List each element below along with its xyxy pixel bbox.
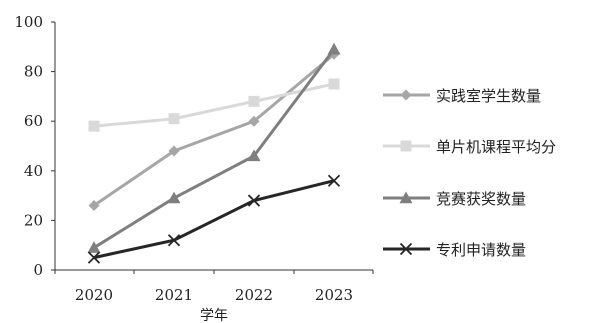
series-line bbox=[93, 53, 335, 207]
y-tick-label: 80 bbox=[24, 63, 43, 81]
legend-marker bbox=[399, 191, 413, 204]
data-point bbox=[87, 251, 101, 264]
data-point bbox=[88, 200, 100, 212]
data-point bbox=[248, 115, 260, 127]
y-tick-label: 60 bbox=[24, 112, 43, 130]
x-axis-title: 学年 bbox=[200, 308, 228, 323]
data-point bbox=[327, 174, 341, 187]
data-point bbox=[327, 42, 341, 55]
series-3 bbox=[87, 42, 341, 253]
legend-marker bbox=[400, 89, 412, 101]
series-line bbox=[93, 179, 335, 260]
data-point bbox=[168, 145, 180, 157]
x-tick-label: 2021 bbox=[155, 286, 193, 304]
series-line bbox=[93, 82, 335, 128]
legend-item: 单片机课程平均分 bbox=[383, 138, 556, 156]
data-point bbox=[88, 120, 100, 132]
legend-item: 竞赛获奖数量 bbox=[383, 190, 526, 208]
x-tick-label: 2020 bbox=[75, 286, 113, 304]
y-tick-label: 100 bbox=[14, 13, 43, 31]
y-tick-label: 0 bbox=[33, 261, 43, 279]
legend-marker bbox=[399, 242, 413, 256]
data-point bbox=[167, 191, 181, 204]
data-point bbox=[248, 95, 260, 107]
x-tick-label: 2023 bbox=[315, 286, 353, 304]
y-tick-label: 20 bbox=[24, 211, 43, 229]
data-point bbox=[167, 234, 181, 247]
series-line bbox=[93, 48, 336, 249]
data-point bbox=[87, 241, 101, 253]
data-point bbox=[168, 113, 180, 125]
legend-label: 专利申请数量 bbox=[436, 241, 526, 259]
series-2 bbox=[88, 78, 340, 132]
legend-item: 实践室学生数量 bbox=[383, 87, 541, 105]
legend-marker bbox=[400, 140, 412, 152]
legend-label: 实践室学生数量 bbox=[436, 87, 541, 105]
axes: 0 20 40 60 80 100 2020 2021 2022 2023 bbox=[14, 13, 374, 304]
y-tick-label: 40 bbox=[24, 162, 43, 180]
data-point bbox=[247, 149, 261, 162]
series-group bbox=[87, 42, 341, 264]
legend-item: 专利申请数量 bbox=[383, 241, 526, 259]
series-4 bbox=[87, 174, 341, 264]
series-1 bbox=[88, 48, 340, 212]
legend-label: 单片机课程平均分 bbox=[436, 138, 556, 156]
data-point bbox=[247, 194, 261, 207]
legend-label: 竞赛获奖数量 bbox=[436, 190, 526, 208]
data-point bbox=[328, 78, 340, 90]
x-tick-label: 2022 bbox=[235, 286, 273, 304]
